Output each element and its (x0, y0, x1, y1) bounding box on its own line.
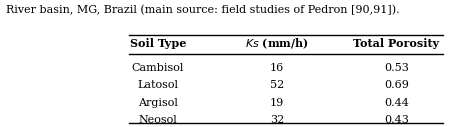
Text: Cambisol: Cambisol (132, 63, 184, 73)
Text: Argisol: Argisol (138, 98, 178, 108)
Text: Soil Type: Soil Type (130, 38, 186, 49)
Text: 0.53: 0.53 (384, 63, 409, 73)
Text: Total Porosity: Total Porosity (353, 38, 439, 49)
Text: 0.69: 0.69 (384, 80, 409, 90)
Text: 0.43: 0.43 (384, 115, 409, 125)
Text: 52: 52 (270, 80, 284, 90)
Text: 19: 19 (270, 98, 284, 108)
Text: $\mathit{Ks}$ (mm/h): $\mathit{Ks}$ (mm/h) (245, 36, 309, 51)
Text: 0.44: 0.44 (384, 98, 409, 108)
Text: 16: 16 (270, 63, 284, 73)
Text: 32: 32 (270, 115, 284, 125)
Text: River basin, MG, Brazil (main source: field studies of Pedron [90,91]).: River basin, MG, Brazil (main source: fi… (6, 5, 400, 15)
Text: Latosol: Latosol (137, 80, 179, 90)
Text: Neosol: Neosol (139, 115, 177, 125)
